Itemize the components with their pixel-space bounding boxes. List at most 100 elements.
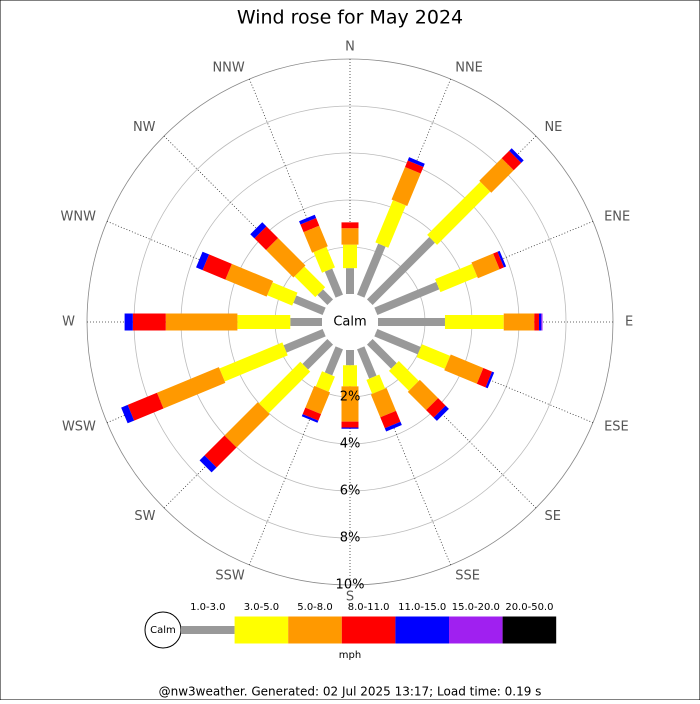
bar-segment [444, 354, 484, 384]
bar-segment [324, 268, 343, 298]
bar-segment [374, 329, 421, 355]
bar-segment [127, 392, 164, 421]
bar-segment [324, 346, 343, 376]
direction-label: SSW [215, 569, 245, 584]
bar-segment [219, 342, 288, 382]
bar-segment [501, 150, 522, 171]
calm-label: Calm [333, 315, 366, 330]
legend-swatch [502, 616, 557, 644]
legend-label: 20.0-50.0 [505, 602, 553, 613]
bar-segment [416, 344, 451, 369]
bar-segment [302, 338, 334, 370]
bar-segment [302, 407, 322, 421]
legend-label: 8.0-11.0 [348, 602, 390, 613]
bar-segment [497, 250, 507, 268]
bar-segment [493, 251, 504, 270]
direction-label: SSE [455, 569, 480, 584]
bar-segment [266, 238, 306, 278]
legend-label: 11.0-15.0 [398, 602, 446, 613]
direction-label: SW [134, 509, 155, 524]
bar-segment [479, 158, 514, 193]
direction-label: NE [544, 120, 562, 135]
bar-segment [156, 367, 226, 409]
bar-segment [305, 385, 331, 415]
bar-segment [471, 253, 500, 279]
r-tick-label: 10% [336, 578, 365, 593]
r-tick-label: 2% [340, 390, 361, 405]
bar-segment [435, 263, 478, 293]
bar-segment [366, 374, 386, 394]
bar-segment [258, 361, 311, 414]
bar-segment [300, 217, 320, 233]
bar-segment [370, 388, 396, 418]
unit-label: mph [339, 650, 361, 661]
bar-segment [380, 410, 401, 429]
bar-segment [196, 251, 210, 271]
bar-segment [301, 414, 319, 423]
direction-label: NNW [212, 60, 244, 75]
legend-swatch [288, 616, 342, 644]
bar-segment [254, 226, 279, 251]
bar-segment [357, 346, 377, 379]
bar-segment [485, 371, 495, 389]
bar-segment [315, 371, 335, 392]
direction-label: W [62, 315, 75, 330]
bar-segment [375, 200, 406, 248]
calm-circle [325, 297, 375, 347]
legend-swatch [395, 616, 449, 644]
bar-segment [317, 289, 334, 306]
bar-segment [427, 181, 491, 245]
bar-segment [407, 157, 425, 167]
direction-label: SE [544, 509, 560, 524]
r-tick-label: 8% [340, 531, 361, 546]
bar-segment [426, 398, 446, 418]
bar-segment [405, 160, 424, 174]
legend-label: 1.0-3.0 [190, 602, 225, 613]
bar-segment [299, 214, 317, 225]
bar-segment [267, 282, 298, 306]
direction-label: ENE [604, 209, 630, 224]
bar-segment [293, 295, 326, 315]
bar-segment [388, 360, 419, 391]
bar-segment [313, 246, 335, 273]
direction-label: NNE [455, 60, 483, 75]
bar-segment [303, 225, 328, 253]
direction-label: ESE [604, 420, 629, 435]
footer: @nw3weather. Generated: 02 Jul 2025 13:1… [159, 685, 542, 699]
bar-segment [204, 435, 237, 468]
direction-label: E [625, 315, 633, 330]
bar-segment [121, 404, 135, 424]
legend-swatch [234, 616, 289, 644]
bar-segment [374, 281, 440, 315]
direction-label: WSW [62, 420, 96, 435]
bar-segment [199, 455, 217, 473]
bar-segment [391, 166, 421, 207]
bar-segment [509, 148, 524, 163]
r-tick-label: 6% [340, 484, 361, 499]
direction-label: NW [133, 120, 156, 135]
bar-segment [202, 254, 232, 280]
chart-title: Wind rose for May 2024 [237, 7, 463, 29]
legend-label: 5.0-8.0 [297, 602, 332, 613]
bar-segment [357, 243, 386, 298]
bar-segment [366, 338, 397, 369]
legend-swatch [341, 616, 396, 644]
bar-segment [407, 379, 439, 411]
legend-swatch [449, 616, 503, 644]
legend-calm-label: Calm [150, 625, 176, 636]
bar-segment [366, 237, 435, 306]
direction-label: N [345, 40, 355, 55]
bar-segment [476, 368, 493, 388]
bar-segment [225, 263, 274, 297]
bar-segment [294, 266, 326, 298]
direction-label: WNW [60, 209, 96, 224]
legend-label: 3.0-5.0 [244, 602, 279, 613]
bar-segment [433, 405, 449, 421]
bar-segment [384, 421, 402, 432]
bar-segment [283, 329, 326, 353]
legend-label: 15.0-20.0 [452, 602, 500, 613]
bar-segment [250, 222, 267, 239]
legend-swatch [181, 626, 235, 634]
r-tick-label: 4% [340, 437, 361, 452]
direction-label: S [346, 590, 354, 605]
